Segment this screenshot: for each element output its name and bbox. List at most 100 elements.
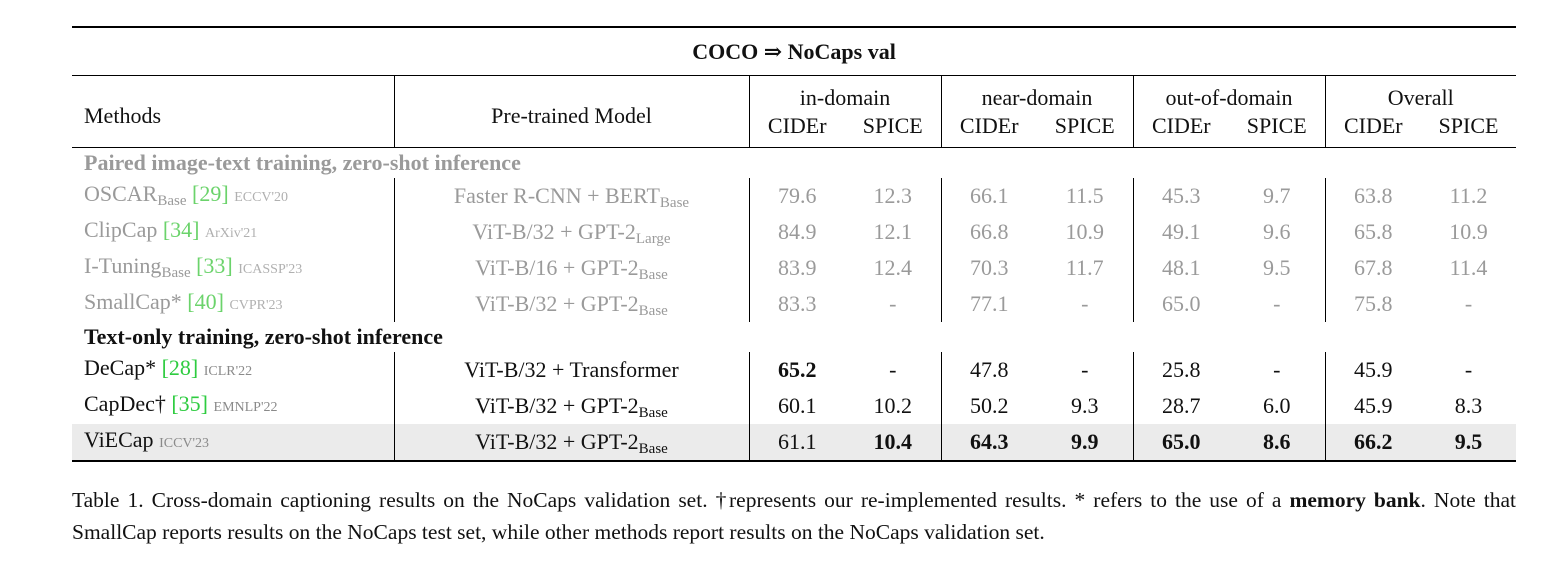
table-row: DeCap* [28] ICLR'22 ViT-B/32 + Transforme…	[72, 352, 1516, 388]
spice-value: 8.3	[1454, 393, 1483, 418]
citation-link[interactable]: [40]	[187, 289, 224, 314]
method-name: ViECap	[84, 427, 154, 452]
section-title-paired: Paired image-text training, zero-shot in…	[72, 147, 1517, 178]
method-cell: OSCARBase [29] ECCV'20	[72, 178, 394, 214]
spice-value: 8.6	[1229, 424, 1326, 460]
method-cell: SmallCap* [40] CVPR'23	[72, 286, 394, 322]
spice-value: -	[1464, 291, 1473, 316]
cider-value: 25.8	[1132, 352, 1230, 388]
cider-value: 48.1	[1132, 250, 1230, 286]
cider-value: 60.1	[748, 388, 845, 424]
spice-value: 10.9	[1065, 219, 1105, 244]
spice-value: 11.2	[1449, 183, 1488, 208]
method-subscript: Base	[161, 265, 191, 281]
model-name: ViT-B/32 + GPT-2	[475, 429, 639, 454]
spice-value: 12.4	[873, 255, 913, 280]
spice-value: -	[889, 357, 897, 382]
spice-value: 9.9	[1037, 424, 1134, 460]
citation-link[interactable]: [28]	[161, 355, 199, 380]
top-rule	[72, 26, 1516, 28]
model-name: ViT-B/16 + GPT-2	[475, 255, 639, 280]
results-table-container: COCO ⇒ NoCaps val Methods Pre-trained Mo…	[72, 26, 1517, 462]
venue-label: ICASSP'23	[238, 262, 303, 277]
spice-value: -	[1273, 291, 1281, 316]
section-title-text-only: Text-only training, zero-shot inference	[84, 324, 443, 349]
method-name: ClipCap	[84, 217, 158, 242]
model-name: ViT-B/32 + GPT-2	[472, 219, 636, 244]
header-spice: SPICE	[1054, 113, 1115, 138]
method-cell: ClipCap [34] ArXiv'21	[72, 214, 394, 250]
venue-label: EMNLP'22	[213, 400, 278, 415]
cider-value: 66.2	[1324, 424, 1422, 460]
spice-value: 9.5	[1421, 424, 1517, 460]
method-name: CapDec†	[84, 391, 166, 416]
cider-value: 64.3	[940, 424, 1037, 460]
cider-value: 65.0	[1132, 424, 1230, 460]
header-spice: SPICE	[862, 113, 923, 138]
citation-link[interactable]: [33]	[196, 253, 233, 278]
cider-value: 49.1	[1132, 214, 1230, 250]
caption-text-1: Table 1. Cross-domain captioning results…	[72, 488, 1290, 512]
pretrained-model-cell: ViT-B/32 + GPT-2Base	[393, 388, 749, 424]
spice-value: 10.9	[1449, 219, 1488, 244]
table-row: ViECap ICCV'23 ViT-B/32 + GPT-2Base 61.1 10…	[72, 424, 1517, 460]
spice-value: 10.4	[845, 424, 941, 460]
cider-value: 75.8	[1324, 286, 1422, 322]
header-in-domain: in-domain	[748, 76, 941, 112]
table-row: ClipCap [34] ArXiv'21 ViT-B/32 + GPT-2Lar…	[72, 214, 1516, 250]
spice-value: 9.5	[1263, 255, 1291, 280]
method-cell: I-TuningBase [33] ICASSP'23	[72, 250, 394, 286]
cider-value: 83.3	[748, 286, 845, 322]
pretrained-model-cell: ViT-B/32 + GPT-2Base	[393, 424, 749, 460]
results-table: Methods Pre-trained Model in-domain near…	[72, 76, 1517, 460]
citation-link[interactable]: [35]	[171, 391, 209, 416]
header-cider: CIDEr	[748, 112, 845, 148]
citation-link[interactable]: [29]	[192, 181, 229, 206]
spice-value: 11.4	[1449, 255, 1488, 280]
venue-label: ArXiv'21	[205, 226, 258, 241]
method-cell: ViECap ICCV'23	[72, 424, 394, 460]
spice-value: 12.3	[873, 183, 913, 208]
cider-value: 45.9	[1324, 388, 1422, 424]
spice-value: 11.7	[1065, 255, 1104, 280]
spice-value: -	[1273, 357, 1281, 382]
pretrained-model-cell: ViT-B/32 + Transformer	[393, 352, 749, 388]
header-overall: Overall	[1324, 76, 1517, 112]
model-subscript: Base	[659, 195, 690, 211]
pretrained-model-cell: ViT-B/32 + GPT-2Large	[393, 214, 749, 250]
model-subscript: Base	[638, 441, 668, 457]
table-caption: Table 1. Cross-domain captioning results…	[72, 484, 1516, 548]
cider-value: 70.3	[940, 250, 1037, 286]
model-subscript: Base	[638, 267, 668, 283]
header-cider: CIDEr	[1132, 112, 1230, 148]
cider-value: 47.8	[940, 352, 1037, 388]
table-row: I-TuningBase [33] ICASSP'23 ViT-B/16 + GP…	[72, 250, 1516, 286]
spice-value: -	[1081, 357, 1089, 382]
caption-bold: memory bank	[1289, 488, 1421, 512]
table-row: OSCARBase [29] ECCV'20 Faster R-CNN + BER…	[72, 178, 1516, 214]
venue-label: ECCV'20	[234, 190, 289, 205]
header-near-domain: near-domain	[940, 76, 1134, 112]
cider-value: 50.2	[940, 388, 1037, 424]
method-subscript: Base	[157, 193, 187, 209]
model-name: Faster R-CNN + BERT	[453, 183, 660, 208]
method-name: SmallCap*	[84, 289, 182, 314]
cider-value: 67.8	[1324, 250, 1422, 286]
header-spice: SPICE	[1246, 113, 1307, 138]
table-title: COCO ⇒ NoCaps val	[72, 28, 1516, 76]
header-out-of-domain: out-of-domain	[1132, 76, 1326, 112]
spice-value: 6.0	[1263, 393, 1291, 418]
venue-label: ICLR'22	[203, 364, 253, 379]
model-subscript: Large	[635, 231, 671, 247]
spice-value: 9.6	[1263, 219, 1291, 244]
spice-value: 12.1	[873, 219, 913, 244]
cider-value: 84.9	[748, 214, 845, 250]
header-methods: Methods	[84, 102, 161, 128]
cider-value: 83.9	[748, 250, 845, 286]
citation-link[interactable]: [34]	[162, 217, 200, 242]
spice-value: 11.5	[1065, 183, 1104, 208]
cider-value: 45.9	[1324, 352, 1422, 388]
method-cell: CapDec† [35] EMNLP'22	[72, 388, 394, 424]
header-cider: CIDEr	[1324, 112, 1422, 148]
header-pretrained-model: Pre-trained Model	[393, 76, 749, 148]
